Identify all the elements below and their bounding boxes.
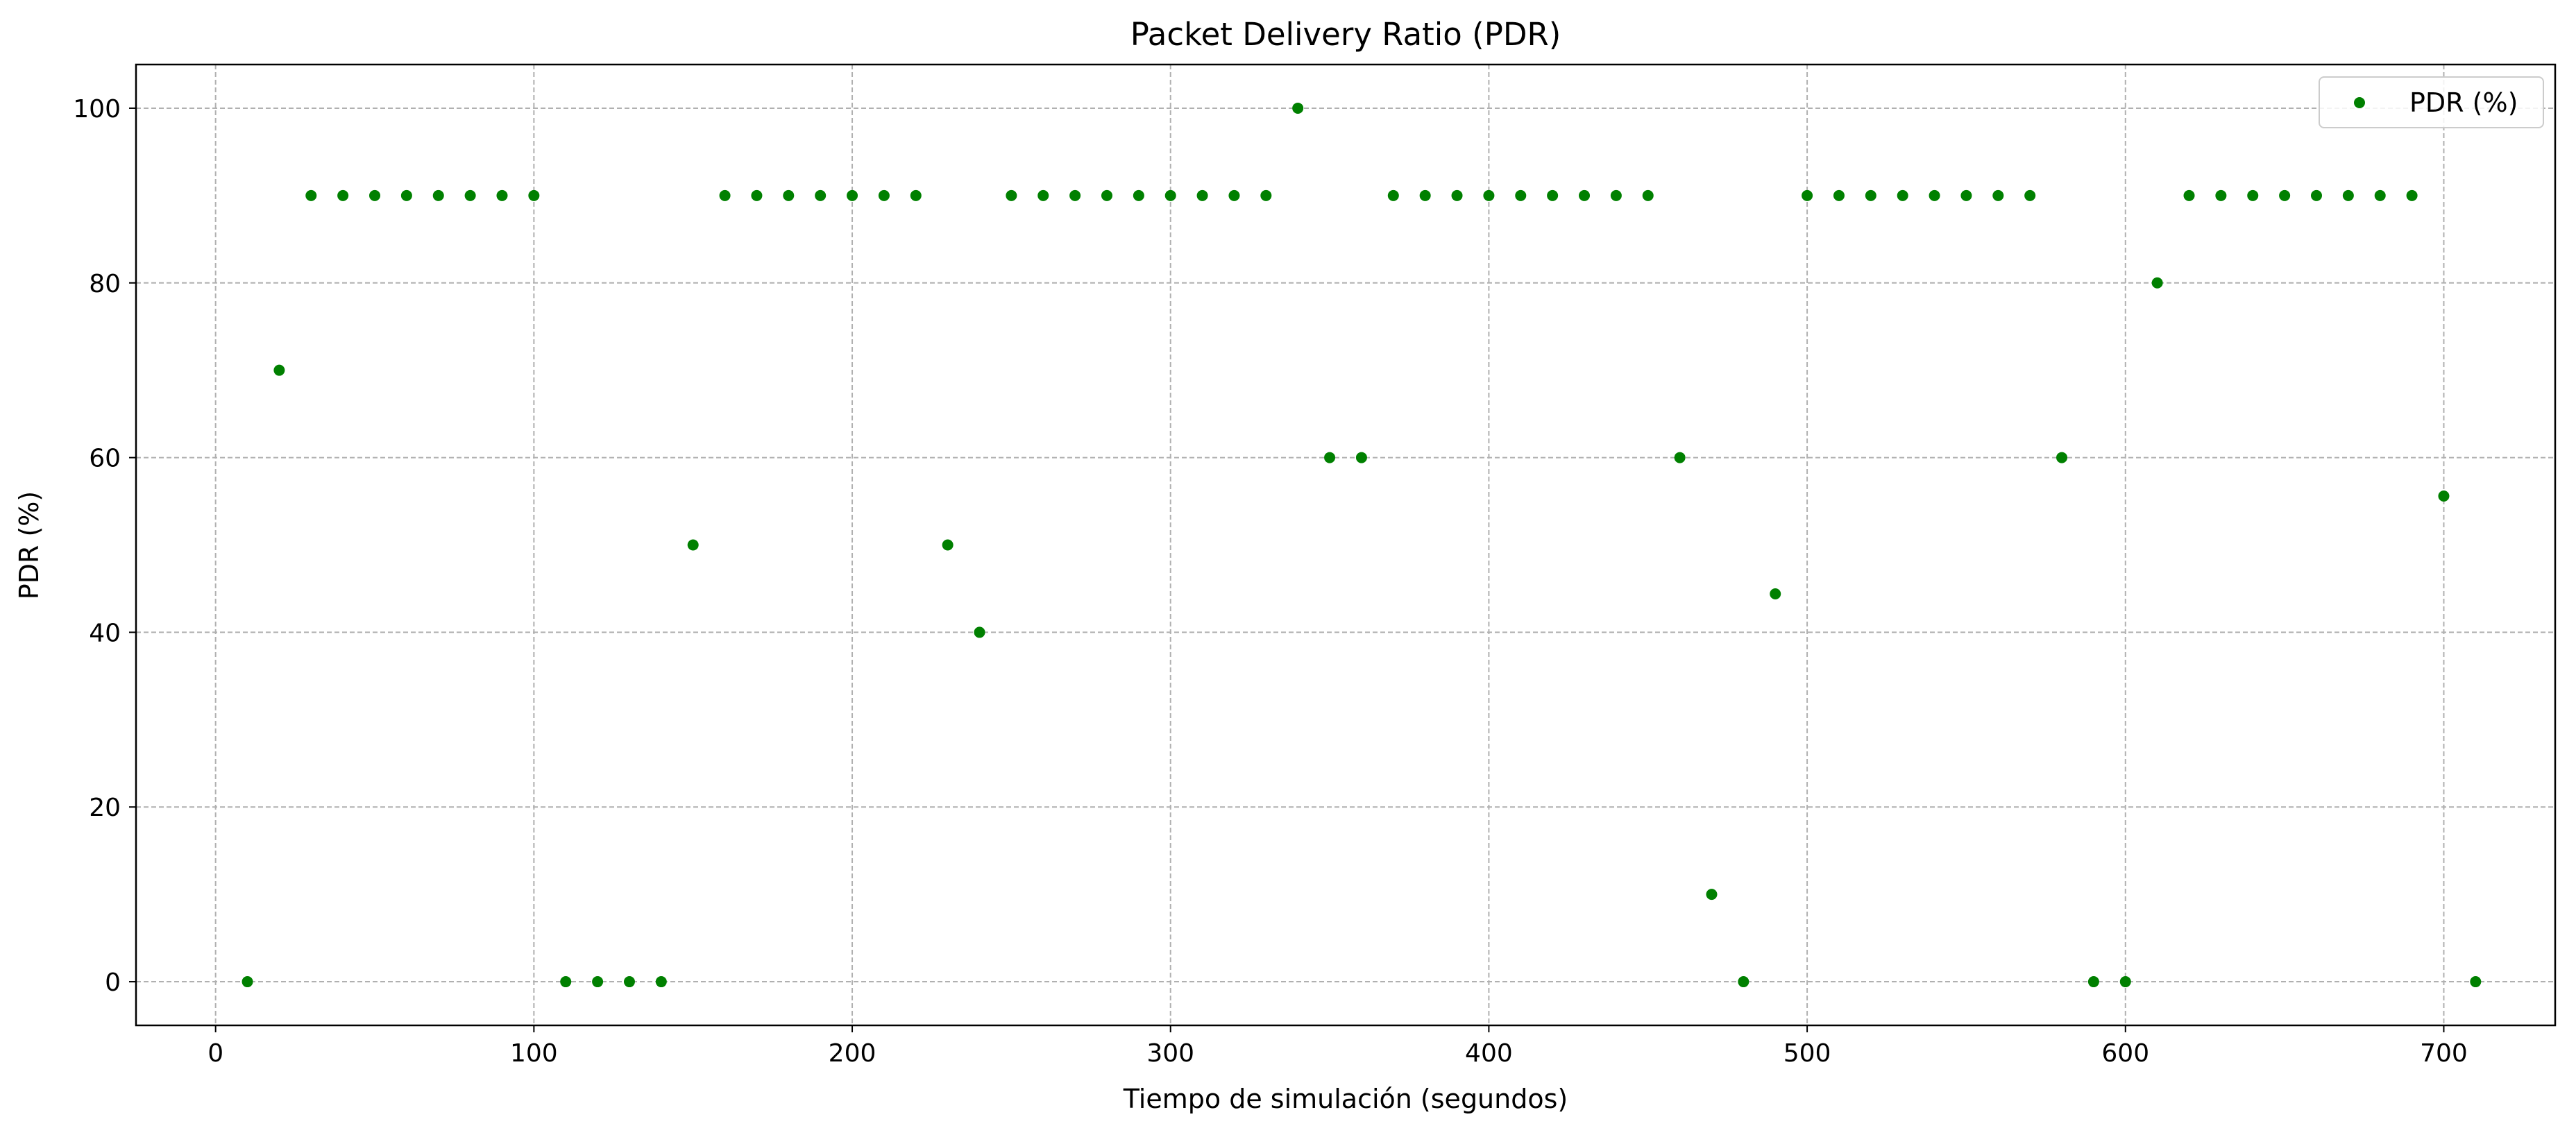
data-point xyxy=(2342,189,2354,201)
data-point xyxy=(1547,189,1559,201)
data-point xyxy=(1579,189,1591,201)
legend-marker xyxy=(2354,97,2365,108)
data-point xyxy=(2183,189,2195,201)
x-tick-label: 0 xyxy=(207,1039,223,1068)
data-point xyxy=(1292,102,1304,114)
data-point xyxy=(1228,189,1240,201)
data-point xyxy=(1164,189,1176,201)
data-point xyxy=(974,626,985,638)
data-point xyxy=(1738,976,1749,988)
y-axis-label: PDR (%) xyxy=(14,491,44,599)
data-point xyxy=(2406,189,2418,201)
data-point xyxy=(719,189,731,201)
data-point xyxy=(1610,189,1622,201)
data-point xyxy=(1833,189,1845,201)
data-point xyxy=(2310,189,2322,201)
data-point xyxy=(337,189,349,201)
x-tick-label: 100 xyxy=(510,1039,558,1068)
data-point xyxy=(1706,889,1718,901)
x-tick-label: 400 xyxy=(1465,1039,1513,1068)
x-tick-label: 500 xyxy=(1783,1039,1831,1068)
x-tick-label: 200 xyxy=(829,1039,876,1068)
data-point xyxy=(847,189,858,201)
data-point xyxy=(273,364,285,376)
data-point xyxy=(1133,189,1144,201)
y-tick-label: 40 xyxy=(89,619,121,647)
data-point xyxy=(1770,588,1781,600)
data-point xyxy=(1515,189,1527,201)
data-point xyxy=(432,189,444,201)
data-point xyxy=(1101,189,1112,201)
chart-title: Packet Delivery Ratio (PDR) xyxy=(1130,16,1561,53)
x-tick-label: 300 xyxy=(1146,1039,1194,1068)
data-point xyxy=(2438,490,2450,502)
y-tick-label: 0 xyxy=(105,968,121,997)
data-point xyxy=(242,976,253,988)
data-point xyxy=(1897,189,1908,201)
data-point xyxy=(1324,452,1336,463)
data-point xyxy=(910,189,922,201)
data-point xyxy=(1355,452,1367,463)
data-points xyxy=(242,102,2482,988)
data-point xyxy=(1006,189,1017,201)
x-tick-label: 600 xyxy=(2101,1039,2149,1068)
legend: PDR (%) xyxy=(2319,76,2544,128)
y-tick-label: 20 xyxy=(89,794,121,822)
data-point xyxy=(2024,189,2036,201)
data-point xyxy=(1196,189,1208,201)
plot-frame xyxy=(135,63,2557,1027)
data-point xyxy=(2247,189,2259,201)
data-point xyxy=(1642,189,1654,201)
x-tick-label: 700 xyxy=(2420,1039,2468,1068)
data-point xyxy=(369,189,381,201)
legend-box xyxy=(2319,76,2544,128)
data-point xyxy=(1865,189,1876,201)
data-point xyxy=(942,539,954,551)
data-point xyxy=(2279,189,2291,201)
data-point xyxy=(1069,189,1081,201)
data-point xyxy=(2119,976,2131,988)
data-point xyxy=(751,189,763,201)
data-point xyxy=(655,976,667,988)
data-point xyxy=(496,189,508,201)
data-point xyxy=(1451,189,1463,201)
data-point xyxy=(783,189,795,201)
data-point xyxy=(878,189,890,201)
legend-label: PDR (%) xyxy=(2409,87,2518,118)
data-point xyxy=(2215,189,2227,201)
y-tick-label: 60 xyxy=(89,445,121,473)
data-point xyxy=(560,976,572,988)
data-point xyxy=(1483,189,1495,201)
data-point xyxy=(1992,189,2004,201)
data-point xyxy=(1929,189,1940,201)
data-point xyxy=(1419,189,1431,201)
data-point xyxy=(1802,189,1813,201)
data-point xyxy=(2470,976,2482,988)
data-point xyxy=(1260,189,1272,201)
data-point xyxy=(464,189,476,201)
data-point xyxy=(2374,189,2386,201)
data-point xyxy=(400,189,412,201)
data-point xyxy=(592,976,604,988)
data-point xyxy=(1037,189,1049,201)
axis-ticks: 0 100 200 300 400 500 600 700 0 20 40 60 80 100 xyxy=(73,95,2468,1068)
y-tick-label: 80 xyxy=(89,270,121,298)
data-point xyxy=(1960,189,1972,201)
data-point xyxy=(1674,452,1686,463)
data-point xyxy=(528,189,540,201)
data-point xyxy=(2087,976,2099,988)
y-tick-label: 100 xyxy=(73,95,121,123)
data-point xyxy=(2056,452,2068,463)
data-point xyxy=(2151,277,2163,289)
data-point xyxy=(815,189,827,201)
data-point xyxy=(305,189,317,201)
x-axis-label: Tiempo de simulación (segundos) xyxy=(1123,1084,1568,1114)
data-point xyxy=(687,539,699,551)
data-point xyxy=(623,976,635,988)
data-point xyxy=(1387,189,1399,201)
